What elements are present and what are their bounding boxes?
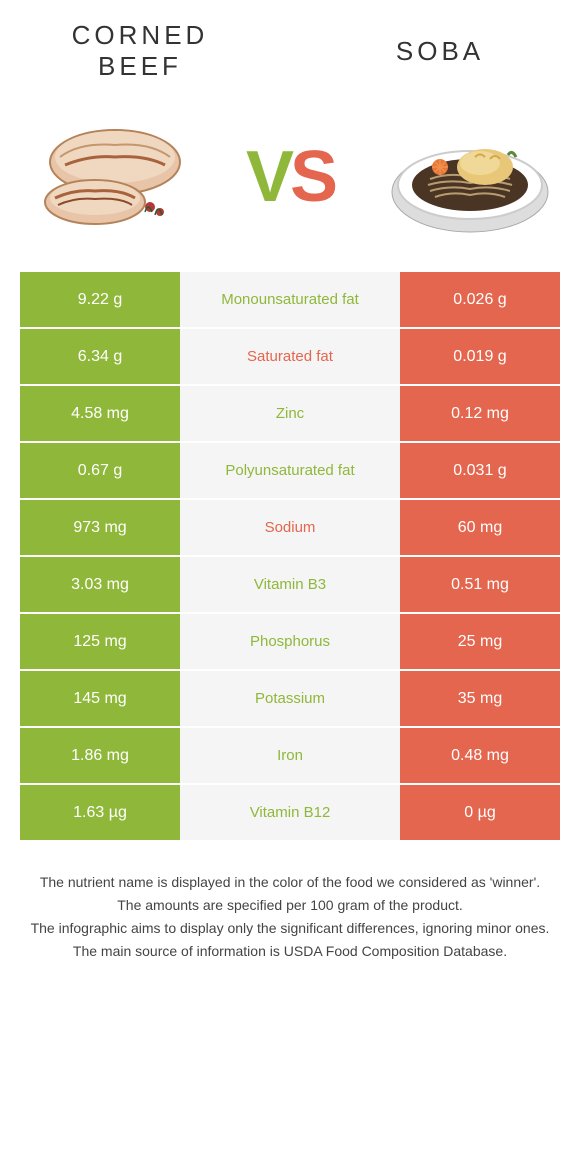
footer-notes: The nutrient name is displayed in the co… — [0, 842, 580, 962]
nutrient-label: Potassium — [180, 671, 400, 726]
footer-line-1: The nutrient name is displayed in the co… — [30, 872, 550, 893]
right-value: 0.019 g — [400, 329, 560, 384]
nutrient-label: Phosphorus — [180, 614, 400, 669]
footer-line-3: The infographic aims to display only the… — [30, 918, 550, 939]
images-row: VS — [0, 92, 580, 272]
left-value: 6.34 g — [20, 329, 180, 384]
vs-s: S — [290, 137, 334, 217]
left-value: 125 mg — [20, 614, 180, 669]
nutrient-row: 4.58 mgZinc0.12 mg — [20, 386, 560, 441]
nutrient-label: Iron — [180, 728, 400, 783]
nutrient-label: Polyunsaturated fat — [180, 443, 400, 498]
right-value: 0.026 g — [400, 272, 560, 327]
left-value: 145 mg — [20, 671, 180, 726]
nutrient-label: Saturated fat — [180, 329, 400, 384]
footer-line-2: The amounts are specified per 100 gram o… — [30, 895, 550, 916]
left-food-title: CORNED BEEF — [40, 20, 240, 82]
nutrient-row: 6.34 gSaturated fat0.019 g — [20, 329, 560, 384]
nutrient-label: Monounsaturated fat — [180, 272, 400, 327]
footer-line-4: The main source of information is USDA F… — [30, 941, 550, 962]
left-value: 1.63 µg — [20, 785, 180, 840]
nutrient-row: 973 mgSodium60 mg — [20, 500, 560, 555]
right-value: 0.12 mg — [400, 386, 560, 441]
right-value: 35 mg — [400, 671, 560, 726]
left-value: 973 mg — [20, 500, 180, 555]
left-value: 9.22 g — [20, 272, 180, 327]
right-value: 0.51 mg — [400, 557, 560, 612]
vs-label: VS — [246, 136, 334, 218]
header: CORNED BEEF SOBA — [0, 0, 580, 92]
right-food-title: SOBA — [340, 36, 540, 67]
nutrient-label: Vitamin B3 — [180, 557, 400, 612]
left-value: 4.58 mg — [20, 386, 180, 441]
nutrient-table: 9.22 gMonounsaturated fat0.026 g6.34 gSa… — [0, 272, 580, 840]
left-food-image — [20, 107, 200, 247]
nutrient-label: Zinc — [180, 386, 400, 441]
nutrient-row: 125 mgPhosphorus25 mg — [20, 614, 560, 669]
nutrient-label: Sodium — [180, 500, 400, 555]
vs-v: V — [246, 137, 290, 217]
nutrient-label: Vitamin B12 — [180, 785, 400, 840]
right-value: 25 mg — [400, 614, 560, 669]
right-value: 0.48 mg — [400, 728, 560, 783]
left-value: 3.03 mg — [20, 557, 180, 612]
left-value: 0.67 g — [20, 443, 180, 498]
left-title-line1: CORNED — [72, 20, 209, 50]
right-food-image — [380, 107, 560, 247]
right-value: 0 µg — [400, 785, 560, 840]
nutrient-row: 1.86 mgIron0.48 mg — [20, 728, 560, 783]
left-value: 1.86 mg — [20, 728, 180, 783]
nutrient-row: 3.03 mgVitamin B30.51 mg — [20, 557, 560, 612]
nutrient-row: 0.67 gPolyunsaturated fat0.031 g — [20, 443, 560, 498]
nutrient-row: 145 mgPotassium35 mg — [20, 671, 560, 726]
right-value: 0.031 g — [400, 443, 560, 498]
nutrient-row: 9.22 gMonounsaturated fat0.026 g — [20, 272, 560, 327]
left-title-line2: BEEF — [98, 51, 182, 81]
nutrient-row: 1.63 µgVitamin B120 µg — [20, 785, 560, 840]
right-value: 60 mg — [400, 500, 560, 555]
